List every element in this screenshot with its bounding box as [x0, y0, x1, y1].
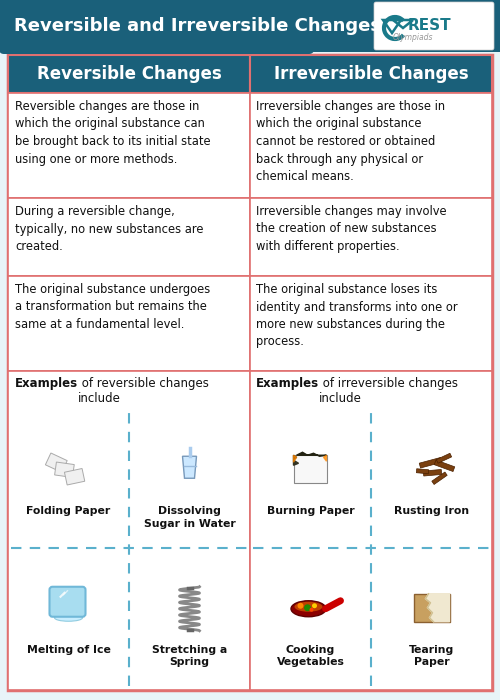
Text: Dissolving
Sugar in Water: Dissolving Sugar in Water	[144, 506, 236, 528]
Circle shape	[312, 603, 317, 608]
Bar	[8, 55, 250, 93]
Bar	[0, 0, 500, 52]
Polygon shape	[324, 455, 326, 461]
Text: Cooking
Vegetables: Cooking Vegetables	[276, 645, 344, 667]
Text: Burning Paper: Burning Paper	[266, 506, 354, 517]
Text: Irreversible changes may involve
the creation of new substances
with different p: Irreversible changes may involve the cre…	[256, 205, 446, 253]
Text: The original substance loses its
identity and transforms into one or
more new su: The original substance loses its identit…	[256, 283, 458, 349]
Polygon shape	[296, 452, 326, 456]
Circle shape	[310, 608, 314, 612]
Text: During a reversible change,
typically, no new substances are
created.: During a reversible change, typically, n…	[15, 205, 204, 253]
Bar	[419, 458, 442, 468]
Bar	[8, 371, 250, 690]
FancyBboxPatch shape	[0, 0, 314, 54]
Text: Reversible and Irreversible Changes: Reversible and Irreversible Changes	[14, 17, 381, 35]
Bar	[424, 470, 442, 476]
Polygon shape	[294, 455, 298, 466]
Bar	[416, 469, 428, 474]
Text: Examples: Examples	[256, 377, 319, 390]
Bar	[250, 371, 492, 690]
Ellipse shape	[294, 602, 322, 612]
Text: Examples: Examples	[15, 377, 78, 390]
Text: REST: REST	[408, 18, 452, 34]
FancyBboxPatch shape	[46, 453, 67, 473]
Text: Irreversible Changes: Irreversible Changes	[274, 65, 468, 83]
Circle shape	[298, 603, 304, 609]
Text: of irreversible changes
include: of irreversible changes include	[319, 377, 458, 405]
Text: Tearing
Paper: Tearing Paper	[409, 645, 454, 667]
Polygon shape	[182, 456, 196, 478]
Circle shape	[304, 604, 311, 611]
Text: Rusting Iron: Rusting Iron	[394, 506, 469, 517]
Bar	[250, 276, 492, 371]
FancyBboxPatch shape	[54, 462, 74, 477]
Text: The original substance undergoes
a transformation but remains the
same at a fund: The original substance undergoes a trans…	[15, 283, 210, 331]
Bar	[8, 93, 250, 198]
Text: Reversible changes are those in
which the original substance can
be brought back: Reversible changes are those in which th…	[15, 100, 210, 165]
Bar	[432, 472, 447, 484]
Text: Olympiads: Olympiads	[393, 34, 433, 43]
Polygon shape	[294, 455, 296, 462]
Bar	[414, 594, 450, 622]
Text: Irreversible changes are those in
which the original substance
cannot be restore: Irreversible changes are those in which …	[256, 100, 445, 183]
Text: of reversible changes
include: of reversible changes include	[78, 377, 209, 405]
Bar	[250, 198, 492, 276]
FancyBboxPatch shape	[64, 468, 85, 485]
Bar	[434, 460, 455, 472]
FancyBboxPatch shape	[50, 587, 86, 617]
Bar	[294, 455, 326, 483]
Bar	[250, 55, 492, 93]
Bar	[436, 454, 452, 463]
Bar	[250, 93, 492, 198]
FancyBboxPatch shape	[374, 2, 494, 50]
Bar	[8, 276, 250, 371]
Bar	[8, 198, 250, 276]
Text: Reversible Changes: Reversible Changes	[36, 65, 222, 83]
Ellipse shape	[54, 615, 82, 622]
Text: Melting of Ice: Melting of Ice	[26, 645, 110, 654]
Text: Stretching a
Spring: Stretching a Spring	[152, 645, 227, 667]
Polygon shape	[426, 594, 450, 622]
Text: Folding Paper: Folding Paper	[26, 506, 110, 517]
Ellipse shape	[291, 601, 326, 617]
